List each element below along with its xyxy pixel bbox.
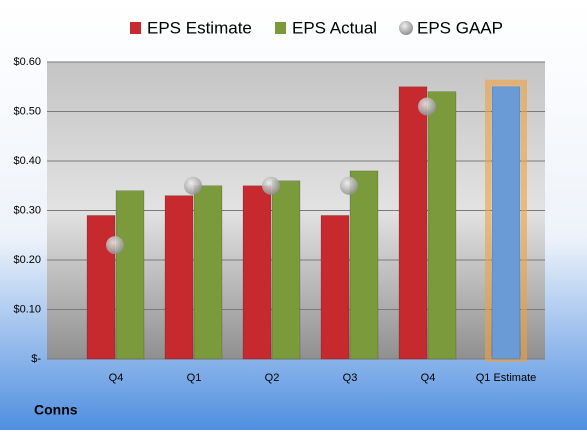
gaap-marker xyxy=(106,236,124,255)
bar xyxy=(193,185,223,360)
bar xyxy=(491,86,521,360)
bar xyxy=(115,190,145,360)
x-tick-label: Q1 Estimate xyxy=(476,372,537,384)
bar xyxy=(86,215,116,360)
legend-swatch xyxy=(399,21,413,35)
y-tick-label: $0.10 xyxy=(13,303,41,315)
x-tick-label: Q1 xyxy=(187,372,202,384)
x-tick-label: Q2 xyxy=(265,372,280,384)
x-tick-label: Q4 xyxy=(109,372,124,384)
bar xyxy=(398,86,428,360)
legend-swatch xyxy=(275,22,286,34)
y-tick-label: $0.60 xyxy=(13,56,41,68)
y-tick-label: $0.50 xyxy=(13,105,41,117)
bar xyxy=(320,215,350,360)
y-tick-label: $0.30 xyxy=(13,204,41,216)
gaap-marker xyxy=(340,176,358,195)
bar xyxy=(271,180,301,360)
bar xyxy=(349,170,379,360)
gaap-marker xyxy=(418,97,436,116)
gaap-marker xyxy=(262,176,280,195)
legend-label: EPS GAAP xyxy=(417,18,503,37)
y-tick-label: $- xyxy=(31,353,41,365)
y-tick-label: $0.20 xyxy=(13,254,41,266)
gaap-marker xyxy=(184,176,202,195)
legend-label: EPS Actual xyxy=(292,18,377,37)
y-tick-label: $0.40 xyxy=(13,155,41,167)
bar xyxy=(242,185,272,360)
legend-swatch xyxy=(130,22,141,34)
bar xyxy=(427,91,457,360)
x-tick-label: Q3 xyxy=(343,372,358,384)
bar xyxy=(164,195,194,360)
footer: Conns xyxy=(34,402,78,418)
legend-label: EPS Estimate xyxy=(147,18,252,37)
x-tick-label: Q4 xyxy=(421,372,436,384)
